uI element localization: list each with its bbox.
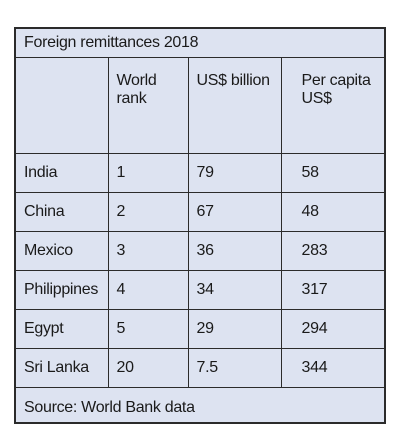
cell-per-capita: 48	[280, 192, 384, 232]
header-world-rank: World rank	[107, 57, 189, 154]
cell-per-capita: 58	[280, 153, 384, 193]
cell-us-billion: 34	[187, 270, 282, 310]
cell-per-capita: 317	[280, 270, 384, 310]
header-us-billion: US$ billion	[187, 57, 282, 154]
table-row: Philippines 4 34 317	[16, 270, 384, 310]
cell-world-rank: 3	[107, 231, 189, 271]
header-country	[16, 57, 109, 154]
cell-per-capita: 344	[280, 348, 384, 388]
header-per-capita: Per capita US$	[280, 57, 384, 154]
cell-world-rank: 1	[107, 153, 189, 193]
cell-per-capita: 294	[280, 309, 384, 349]
table-title: Foreign remittances 2018	[16, 29, 384, 58]
source-note: Source: World Bank data	[16, 387, 384, 428]
cell-per-capita: 283	[280, 231, 384, 271]
cell-country: Egypt	[16, 309, 109, 349]
table-row: Egypt 5 29 294	[16, 309, 384, 349]
cell-us-billion: 7.5	[187, 348, 282, 388]
cell-world-rank: 20	[107, 348, 189, 388]
remittances-table: Foreign remittances 2018 World rank US$ …	[16, 29, 384, 428]
cell-country: Sri Lanka	[16, 348, 109, 388]
remittances-table-frame: Foreign remittances 2018 World rank US$ …	[14, 27, 386, 428]
cell-world-rank: 5	[107, 309, 189, 349]
cell-world-rank: 2	[107, 192, 189, 232]
cell-world-rank: 4	[107, 270, 189, 310]
table-row: China 2 67 48	[16, 192, 384, 232]
cell-us-billion: 29	[187, 309, 282, 349]
cell-us-billion: 79	[187, 153, 282, 193]
cell-us-billion: 67	[187, 192, 282, 232]
cell-country: India	[16, 153, 109, 193]
cell-country: China	[16, 192, 109, 232]
cell-us-billion: 36	[187, 231, 282, 271]
table-row: Sri Lanka 20 7.5 344	[16, 348, 384, 388]
table-row: Mexico 3 36 283	[16, 231, 384, 271]
table-row: India 1 79 58	[16, 153, 384, 193]
cell-country: Mexico	[16, 231, 109, 271]
cell-country: Philippines	[16, 270, 109, 310]
